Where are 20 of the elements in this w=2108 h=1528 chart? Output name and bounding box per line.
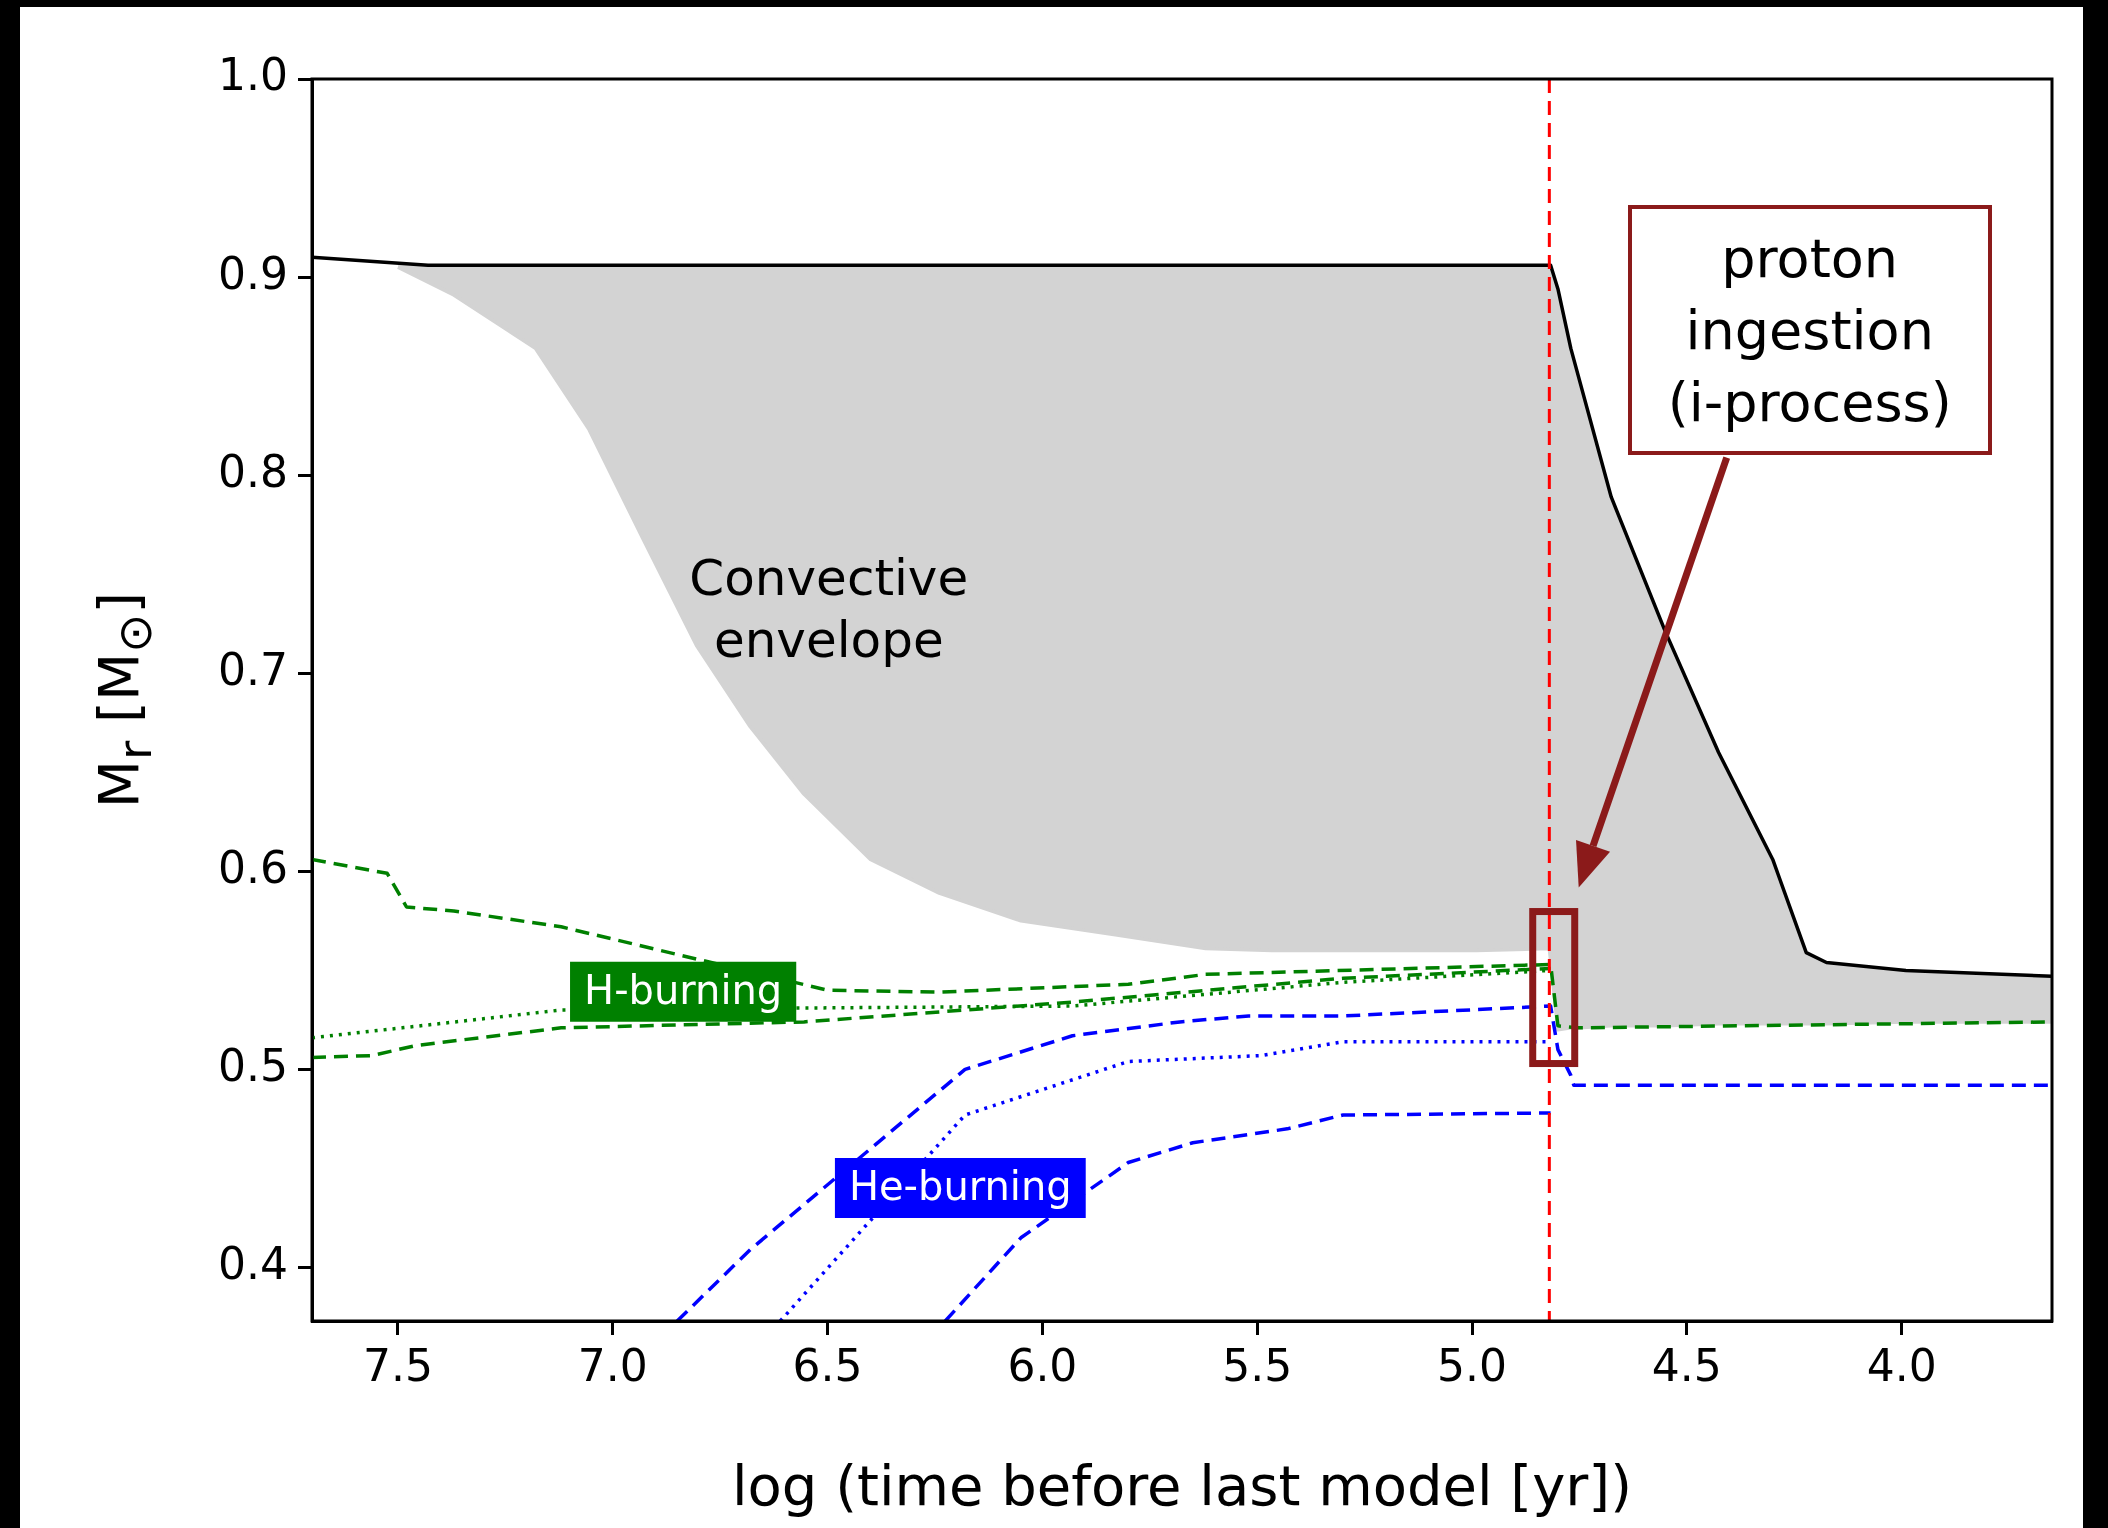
series-label: He-burning — [848, 1163, 1072, 1210]
y-tick-label: 0.4 — [218, 1237, 288, 1289]
y-tick-label: 0.7 — [218, 643, 288, 695]
x-tick-label: 6.5 — [792, 1339, 863, 1391]
y-tick-label: 0.9 — [218, 247, 288, 299]
series-label: H-burning — [584, 967, 783, 1014]
x-tick-label: 7.5 — [362, 1339, 433, 1391]
x-tick-label: 7.0 — [577, 1339, 648, 1391]
x-tick-label: 4.5 — [1651, 1339, 1722, 1391]
x-tick-label: 5.5 — [1222, 1339, 1293, 1391]
annotation: proton ingestion (i-process) — [1666, 225, 1953, 436]
x-tick-label: 5.0 — [1437, 1339, 1507, 1391]
annotation: Convective envelope — [689, 549, 969, 670]
x-tick-label: 4.0 — [1866, 1339, 1937, 1391]
y-tick-label: 1.0 — [218, 49, 288, 101]
x-tick-label: 6.0 — [1007, 1339, 1078, 1391]
y-tick-label: 0.8 — [218, 445, 288, 497]
y-tick-label: 0.6 — [218, 841, 288, 893]
y-tick-label: 0.5 — [218, 1039, 288, 1091]
x-axis-title: log (time before last model [yr]) — [731, 1452, 1633, 1518]
